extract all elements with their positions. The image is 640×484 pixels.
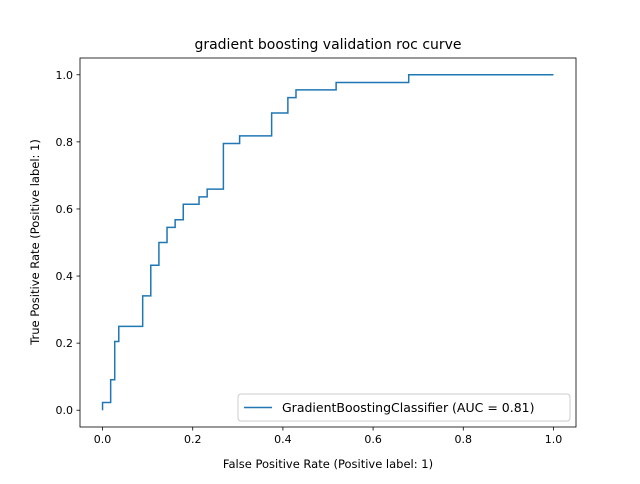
legend-entry-label: GradientBoostingClassifier (AUC = 0.81) — [282, 400, 535, 415]
roc-curve-line-0 — [101, 74, 554, 411]
y-tick-label: 0.6 — [56, 203, 74, 216]
x-axis-label: False Positive Rate (Positive label: 1) — [223, 457, 433, 471]
y-tick-label: 0.2 — [56, 337, 74, 350]
y-tick-label: 0.8 — [56, 136, 74, 149]
x-tick-label: 0.8 — [455, 433, 473, 446]
y-tick-label: 0.0 — [56, 404, 74, 417]
plot-area: 0.0 0.2 0.4 0.6 0.8 1.0 0.0 0.2 0.4 0.6 0.8 1.0 Grad… — [56, 57, 577, 446]
legend-box — [237, 393, 571, 422]
x-tick-label: 0.2 — [184, 433, 202, 446]
y-tick-label: 0.4 — [56, 270, 74, 283]
x-tick-label: 0.6 — [364, 433, 382, 446]
y-tick-label: 1.0 — [56, 69, 74, 82]
chart-title: gradient boosting validation roc curve — [194, 37, 461, 53]
axes-frame — [79, 57, 577, 428]
x-tick-label: 1.0 — [545, 433, 563, 446]
x-tick-label: 0.4 — [274, 433, 292, 446]
x-tick-label: 0.0 — [94, 433, 112, 446]
y-axis-label: True Positive Rate (Positive label: 1) — [28, 139, 42, 346]
